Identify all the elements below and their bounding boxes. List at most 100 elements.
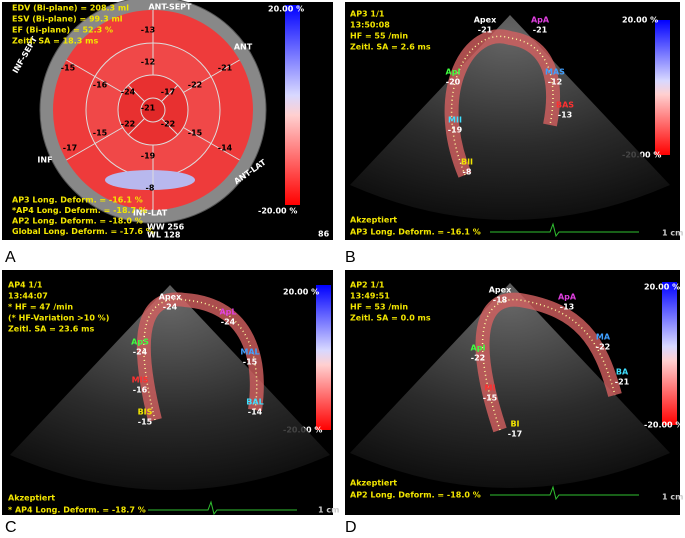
window-level: WW 256 [147,223,185,232]
bullseye-apex [140,97,166,123]
panel-letter: A [5,249,16,266]
info-line: AP4 1/1 [8,281,43,290]
segment-name: MAS [545,68,565,77]
segment-name: Apex [159,293,182,302]
segment-value: -14 [218,144,233,153]
result-line: AP2 Long. Deform. = -18.0 % [12,217,143,226]
info-line: ESV (Bi-plane) = 99.3 ml [12,15,123,24]
ruler-label: 1 cm [318,506,339,515]
segment-value: -19 [448,126,463,135]
window-level: WL 128 [147,231,181,240]
strain-trace [136,292,264,422]
strain-trace [475,292,622,433]
scale-label: 20.00 % [622,16,658,25]
color-scale [662,282,677,425]
ultrasound-sector [10,285,330,490]
info-line: 13:44:07 [8,292,48,301]
segment-name: ApA [558,293,577,302]
segment-value: -20 [446,78,461,87]
segment-value: -21 [478,26,493,35]
segment-value: -17 [63,144,77,153]
ultrasound-sector [350,15,670,220]
segment-name: Apex [474,16,497,25]
ruler-label: 1 cm [662,493,683,502]
segment-value: -24 [221,318,236,327]
segment-value: -24 [121,88,136,97]
segment-value: -22 [121,120,135,129]
info-line: 13:50:08 [350,21,390,30]
segment-name: MI [485,384,496,393]
segment-name: ApI [446,68,461,77]
color-scale [316,285,331,430]
segment-name: Apex [489,286,512,295]
region-label: ANT [234,43,253,52]
result-line: AP3 Long. Deform. = -16.1 % [350,228,481,237]
color-scale [655,20,670,155]
segment-name: MA [596,333,611,342]
result-line: AP2 Long. Deform. = -18.0 % [350,491,481,500]
info-line: (* HF-Variation >10 %) [8,314,109,323]
scale-label: 20.00 % [644,283,680,292]
segment-name: ApS [131,338,149,347]
segment-value: -15 [188,129,203,138]
segment-value: -16 [93,81,108,90]
info-line: Zeitl. SA = 18.3 ms [12,37,98,46]
segment-divider [66,127,123,161]
region-label: ANT-SEPT [148,3,192,12]
segment-value: -13 [560,303,574,312]
panel-letter: D [345,519,357,536]
segment-divider [161,84,179,102]
info-line: 13:49:51 [350,292,390,301]
info-line: Zeitl. SA = 2.6 ms [350,43,431,52]
segment-value: -22 [188,81,202,90]
result-line: *AP4 Long. Deform. = -18.7 % [12,206,147,215]
segment-value: -21 [141,104,156,113]
segment-divider [161,118,179,136]
segment-value: -22 [161,120,175,129]
frame-number: 86 [318,230,330,239]
info-line: * HF = 47 /min [8,303,73,312]
info-line: Zeitl. SA = 23.6 ms [8,325,94,334]
ecg-trace [148,500,297,516]
segment-name: MAL [240,348,259,357]
info-line: HF = 53 /min [350,303,408,312]
scale-label: -20.00 % [258,207,297,216]
info-line: HF = 55 /min [350,32,408,41]
info-line: AP2 1/1 [350,281,385,290]
segment-value: -13 [141,26,155,35]
segment-value: -12 [141,58,155,67]
segment-divider [66,59,123,93]
segment-name: ApI [471,344,486,353]
segment-divider [127,84,145,102]
segment-divider [183,59,240,93]
scale-label: 20.00 % [283,288,319,297]
segment-divider [183,127,240,161]
segment-value: -22 [471,354,485,363]
ruler-label: 1 cm [662,229,683,238]
low-strain-area [105,170,195,190]
segment-value: -8 [463,168,472,177]
segment-value: -15 [61,64,76,73]
strain-trace [444,29,560,178]
scale-label: -20.00 % [644,421,683,430]
panel-letter: B [345,249,356,266]
segment-value: -17 [161,88,175,97]
segment-value: -24 [163,303,178,312]
segment-value: -15 [138,418,153,427]
segment-name: ApA [531,16,550,25]
segment-name: BA [616,368,629,377]
segment-value: -21 [218,64,233,73]
segment-name: BAL [246,398,263,407]
segment-value: -15 [243,358,258,367]
result-line: * AP4 Long. Deform. = -18.7 % [8,506,146,515]
result-line: AP3 Long. Deform. = -16.1 % [12,196,143,205]
info-line: EDV (Bi-plane) = 208.3 ml [12,4,129,13]
ecg-trace [490,222,639,238]
segment-value: -8 [146,184,155,193]
region-label: INF-LAT [133,209,168,218]
segment-value: -22 [596,343,610,352]
ecg-trace [490,485,639,501]
segment-name: BI [510,420,519,429]
panel-letter: C [5,519,17,536]
